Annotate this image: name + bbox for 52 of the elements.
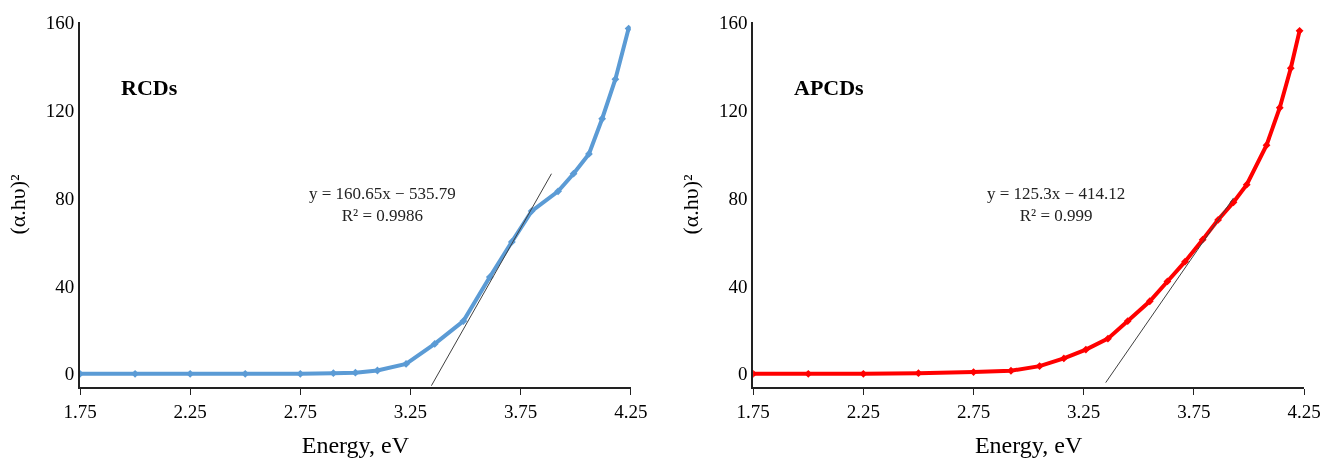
- x-tick-label: 1.75: [736, 400, 770, 422]
- point: [554, 187, 562, 196]
- x-tick-label: 4.25: [614, 400, 648, 422]
- x-tick-label: 4.25: [1287, 400, 1321, 422]
- point: [1181, 257, 1189, 266]
- point: [1123, 317, 1132, 325]
- point: [430, 340, 439, 348]
- y-tick-label: 0: [737, 363, 748, 385]
- y-tick-label: 80: [55, 187, 75, 209]
- point: [131, 369, 139, 378]
- x-axis-title: Energy, eV: [301, 431, 410, 458]
- point: [402, 360, 410, 368]
- x-tick-label: 3.25: [393, 400, 428, 422]
- x-tick-label: 2.25: [846, 400, 880, 422]
- point: [1242, 180, 1251, 189]
- y-tick-label: 120: [718, 99, 748, 121]
- point: [1262, 141, 1271, 150]
- point: [1081, 345, 1090, 354]
- point: [1059, 354, 1068, 363]
- point: [569, 169, 578, 178]
- x-tick-label: 1.75: [63, 400, 97, 422]
- x-tick-label: 2.25: [173, 400, 207, 422]
- point: [1163, 277, 1172, 286]
- y-tick-label: 120: [45, 99, 75, 121]
- point: [1145, 297, 1154, 306]
- x-tick-label: 3.25: [1067, 400, 1101, 422]
- point: [1104, 334, 1112, 343]
- x-tick-label: 3.75: [504, 400, 538, 422]
- point: [598, 114, 607, 123]
- y-tick-label: 160: [45, 11, 75, 33]
- y-tick-label: 80: [728, 187, 748, 209]
- annotation: y = 160.65x − 535.79 R² = 0.9986: [309, 184, 456, 226]
- x-tick-label: 2.75: [283, 400, 317, 422]
- y-axis-title: (α.hυ)²: [5, 174, 30, 235]
- x-tick-label: 3.75: [1177, 400, 1211, 422]
- annotation: y = 125.3x − 414.12 R² = 0.999: [987, 184, 1126, 226]
- y-axis-title: (α.hυ)²: [678, 174, 704, 235]
- text: APCDs: [794, 75, 865, 100]
- x-tick-label: 2.75: [956, 400, 991, 422]
- y-tick-label: 40: [55, 275, 75, 297]
- y-tick-label: 0: [64, 363, 75, 385]
- y-tick-label: 160: [718, 11, 748, 33]
- point: [459, 317, 468, 325]
- point: [1275, 103, 1284, 112]
- point: [1007, 366, 1015, 375]
- y-tick-label: 40: [728, 275, 748, 297]
- point: [585, 150, 593, 158]
- text: RCDs: [121, 75, 178, 100]
- x-axis-title: Energy, eV: [974, 431, 1083, 458]
- point: [611, 75, 620, 84]
- point: [1295, 26, 1304, 35]
- point: [624, 24, 631, 33]
